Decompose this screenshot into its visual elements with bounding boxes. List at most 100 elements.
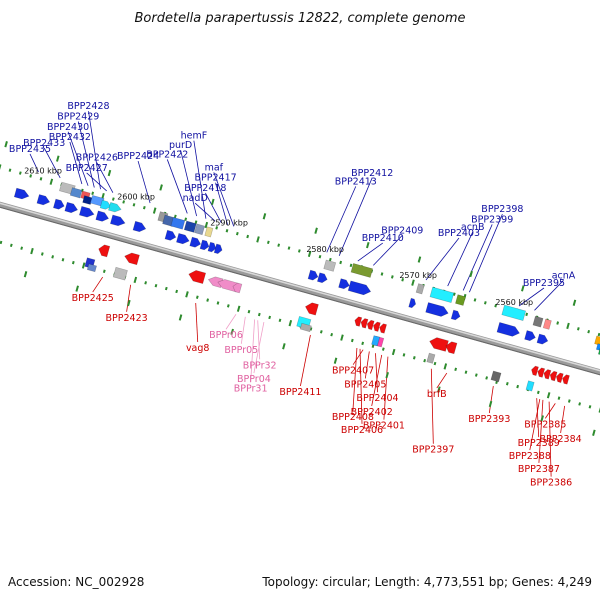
forward-gene-label[interactable]: maf [205, 162, 224, 173]
reverse-gene-label[interactable]: BPP2397 [412, 445, 454, 456]
reverse-gene[interactable] [304, 301, 319, 316]
reverse-gene[interactable] [543, 369, 552, 380]
reverse-gene-label[interactable]: BPP2385 [524, 419, 566, 430]
forward-gene[interactable] [199, 239, 210, 251]
forward-gene-label[interactable]: BPP2427 [66, 163, 108, 174]
forward-gene[interactable] [64, 201, 79, 214]
forward-gene-label[interactable]: BPP2433 [23, 138, 65, 149]
reverse-gene[interactable] [372, 321, 381, 332]
forward-gene-label[interactable]: BPP2428 [67, 101, 109, 112]
forward-gene-label[interactable]: BPP2412 [351, 168, 393, 179]
reverse-gene[interactable] [530, 365, 539, 377]
forward-gene-label[interactable]: hemF [181, 131, 208, 142]
reverse-gene-label[interactable]: BPP2393 [468, 414, 510, 425]
reverse-homology-gene[interactable] [371, 335, 381, 347]
forward-gene[interactable] [316, 272, 328, 284]
forward-homology-gene[interactable] [455, 294, 466, 306]
forward-gene-label[interactable]: BPP2403 [438, 228, 480, 239]
reverse-homology-gene[interactable] [490, 370, 502, 383]
reverse-gene[interactable] [555, 372, 564, 383]
forward-gene-label[interactable]: BPP2413 [335, 176, 377, 187]
forward-homology-gene[interactable] [597, 347, 600, 357]
forward-gene[interactable] [524, 330, 537, 342]
forward-gene-label[interactable]: BPP2410 [362, 233, 404, 244]
forward-gene[interactable] [176, 233, 190, 245]
reverse-gene[interactable] [549, 370, 558, 382]
forward-gene[interactable] [347, 280, 372, 297]
reverse-gene-label[interactable]: BPP2402 [351, 407, 393, 418]
forward-homology-gene[interactable] [204, 226, 214, 238]
forward-homology-gene[interactable] [595, 343, 600, 352]
ncrna-label[interactable]: BPPr06 [209, 330, 243, 341]
forward-homology-gene[interactable] [69, 187, 83, 199]
reverse-gene[interactable] [378, 323, 387, 334]
forward-homology-gene[interactable] [183, 220, 197, 233]
forward-gene[interactable] [164, 229, 177, 241]
reverse-homology-gene[interactable] [299, 322, 312, 333]
forward-homology-gene[interactable] [108, 202, 122, 213]
forward-gene-label[interactable]: BPP2426 [76, 153, 118, 164]
forward-homology-gene[interactable] [170, 216, 186, 230]
reverse-gene[interactable] [123, 251, 140, 266]
ncrna-label[interactable]: BPPr04 [237, 374, 271, 385]
forward-gene[interactable] [307, 269, 319, 281]
forward-gene-label[interactable]: BPP2422 [146, 149, 188, 160]
reverse-gene[interactable] [97, 244, 111, 258]
forward-gene-label[interactable]: nadD [183, 193, 208, 204]
ncrna-label[interactable]: BPPr05 [224, 345, 258, 356]
forward-gene[interactable] [425, 302, 450, 319]
reverse-gene-label[interactable]: brfB [427, 389, 447, 400]
forward-gene-label[interactable]: BPP2430 [47, 122, 89, 133]
forward-gene[interactable] [132, 220, 147, 233]
forward-homology-gene[interactable] [542, 318, 552, 330]
reverse-gene-label[interactable]: BPP2408 [332, 412, 374, 423]
ncrna-label[interactable]: BPPr32 [243, 360, 277, 371]
forward-gene-label[interactable]: BPP2435 [9, 144, 51, 155]
reverse-homology-gene[interactable] [86, 263, 97, 273]
reverse-gene-label[interactable]: BPP2405 [344, 379, 386, 390]
ncrna-feature[interactable] [232, 282, 243, 294]
forward-gene[interactable] [189, 236, 202, 248]
forward-gene-label[interactable]: BPP2417 [195, 173, 237, 184]
forward-gene[interactable] [408, 297, 417, 309]
reverse-gene[interactable] [187, 269, 207, 285]
forward-homology-gene[interactable] [532, 315, 544, 328]
forward-gene-label[interactable]: BPP2398 [481, 204, 523, 215]
reverse-gene-label[interactable]: BPP2411 [279, 387, 321, 398]
forward-gene-label[interactable]: BPP2409 [381, 225, 423, 236]
forward-homology-gene[interactable] [99, 199, 112, 210]
forward-gene-label[interactable]: BPP2418 [184, 183, 226, 194]
forward-gene[interactable] [109, 214, 126, 227]
reverse-gene-label[interactable]: BPP2389 [518, 438, 560, 449]
forward-homology-gene[interactable] [350, 263, 374, 278]
reverse-gene[interactable] [444, 341, 458, 355]
forward-gene-label[interactable]: BPP2432 [49, 132, 91, 143]
reverse-gene-label[interactable]: BPP2404 [356, 393, 398, 404]
reverse-gene-label[interactable]: BPP2401 [363, 421, 405, 432]
forward-gene-label[interactable]: BPP2399 [471, 214, 513, 225]
reverse-homology-gene[interactable] [426, 352, 436, 364]
forward-gene[interactable] [53, 198, 65, 210]
reverse-gene-label[interactable]: BPP2386 [530, 478, 572, 489]
reverse-gene-label[interactable]: BPP2423 [106, 313, 148, 324]
forward-gene[interactable] [207, 241, 217, 253]
forward-gene[interactable] [338, 278, 351, 290]
reverse-homology-gene[interactable] [112, 266, 128, 281]
reverse-gene-label[interactable]: BPP2425 [72, 293, 114, 304]
reverse-gene-label[interactable]: BPP2407 [332, 366, 374, 377]
forward-homology-gene[interactable] [415, 283, 425, 295]
forward-gene-label[interactable]: acnA [552, 270, 576, 281]
reverse-gene[interactable] [561, 374, 570, 385]
reverse-gene[interactable] [354, 316, 363, 327]
forward-gene-label[interactable]: BPP2395 [523, 278, 565, 289]
forward-gene[interactable] [213, 243, 223, 255]
forward-homology-gene[interactable] [501, 304, 527, 321]
reverse-gene-label[interactable]: BPP2387 [518, 464, 560, 475]
reverse-gene[interactable] [366, 319, 375, 331]
reverse-gene-label[interactable]: vag8 [186, 343, 210, 354]
forward-homology-gene[interactable] [82, 195, 93, 205]
forward-homology-gene[interactable] [194, 223, 205, 236]
forward-homology-gene[interactable] [429, 286, 455, 304]
forward-gene[interactable] [536, 333, 549, 345]
reverse-gene-label[interactable]: BPP2406 [341, 425, 383, 436]
